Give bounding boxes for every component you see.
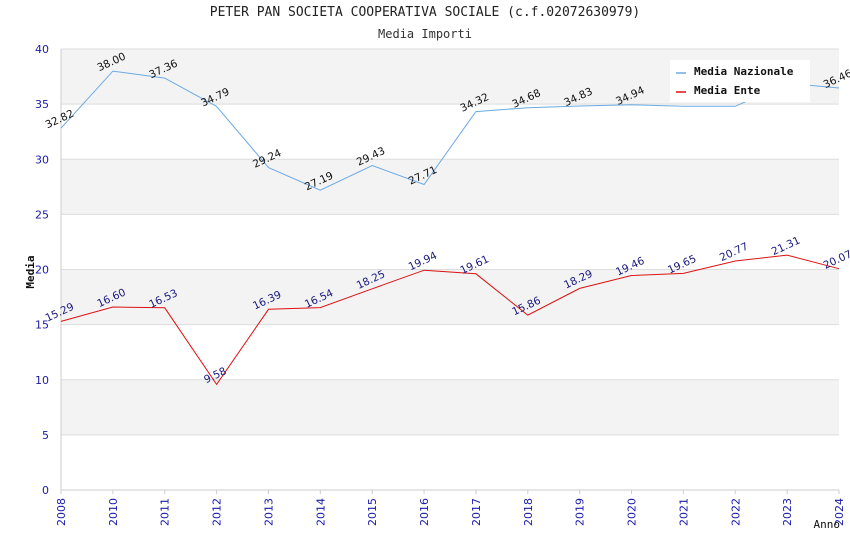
chart-title: PETER PAN SOCIETA COOPERATIVA SOCIALE (c…	[209, 5, 641, 20]
grid-band	[61, 159, 839, 215]
data-label: 20.77	[718, 241, 750, 265]
x-tick-label: 2024	[833, 498, 846, 526]
y-tick-label: 35	[35, 98, 49, 111]
x-tick-label: 2014	[314, 498, 327, 526]
y-tick-labels: 0 5 10 15 20 25 30 35 40	[35, 43, 49, 497]
y-tick-label: 20	[35, 264, 49, 277]
legend-label-nazionale: Media Nazionale	[694, 65, 794, 78]
y-tick-label: 25	[35, 208, 49, 221]
y-axis-label: Media	[24, 255, 37, 288]
x-tick-label: 2015	[366, 498, 379, 526]
y-tick-label: 15	[35, 319, 49, 332]
x-tick-label: 2021	[677, 498, 690, 526]
x-tick-label: 2017	[470, 498, 483, 526]
y-tick-label: 40	[35, 43, 49, 56]
grid-band	[61, 269, 839, 325]
x-tick-label: 2010	[107, 498, 120, 526]
x-tick-label: 2019	[574, 498, 587, 526]
chart-subtitle: Media Importi	[378, 27, 472, 41]
y-tick-label: 5	[42, 429, 49, 442]
x-tick-labels: 2008 2010 2011 2012 2013 2014 2015 2016 2017 2018…	[55, 498, 846, 526]
y-tick-label: 10	[35, 374, 49, 387]
x-tick-label: 2022	[729, 498, 742, 526]
x-tick-label: 2018	[522, 498, 535, 526]
data-label: 32.82	[44, 108, 76, 132]
y-tick-label: 30	[35, 153, 49, 166]
grid-band	[61, 379, 839, 435]
x-tick-label: 2023	[781, 498, 794, 526]
x-tick-label: 2016	[418, 498, 431, 526]
axes	[60, 49, 840, 494]
series-line-1	[60, 254, 840, 386]
legend-box	[670, 60, 810, 102]
data-label: 21.31	[770, 235, 802, 259]
x-tick-label: 2020	[626, 498, 639, 526]
series-line-0	[60, 70, 840, 191]
legend-label-ente: Media Ente	[694, 84, 761, 97]
y-tick-label: 0	[42, 484, 49, 497]
x-tick-label: 2008	[55, 498, 68, 526]
grid-bands	[61, 49, 839, 435]
legend: Media Nazionale Media Ente	[670, 60, 810, 102]
x-tick-label: 2012	[211, 498, 224, 526]
x-tick-label: 2011	[159, 498, 172, 526]
x-tick-label: 2013	[262, 498, 275, 526]
x-axis-label: Anno	[814, 518, 841, 531]
series-lines	[60, 70, 840, 386]
